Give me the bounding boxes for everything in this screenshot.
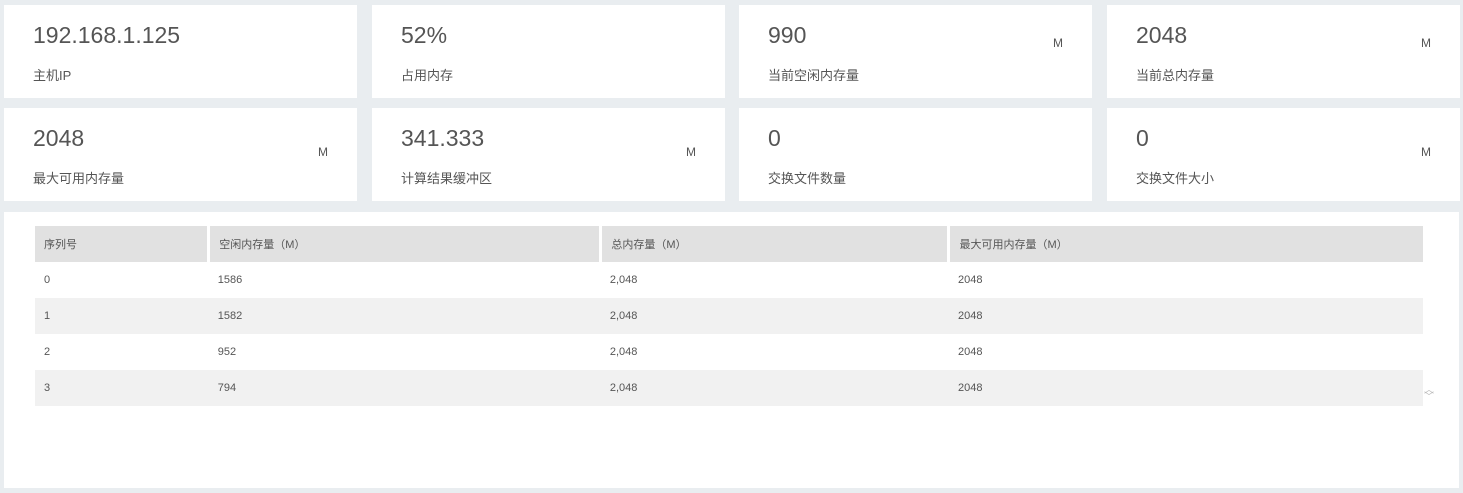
table-cell: 2,048 [609, 274, 638, 286]
stat-card: 52% 占用内存 [372, 5, 725, 98]
stat-value: 0 [768, 125, 781, 151]
stat-label: 主机IP [33, 68, 72, 83]
table-cell: 794 [208, 370, 601, 406]
stat-value: 52% [401, 22, 448, 48]
column-header[interactable]: 最大可用内存量（M） [948, 226, 1423, 262]
stat-value: 341.333 [401, 125, 485, 151]
stat-label: 当前总内存量 [1136, 68, 1215, 83]
stat-unit: M [1421, 145, 1431, 159]
stat-value: 2048 [1136, 22, 1188, 48]
column-header[interactable]: 序列号 [35, 226, 211, 262]
memory-table: 序列号 空闲内存量（M） 总内存量（M） 最大可用内存量（M） 0 1586 2,0… [35, 226, 1423, 406]
stat-label: 占用内存 [401, 68, 454, 83]
stat-label: 交换文件大小 [1136, 171, 1215, 186]
stat-label: 当前空闲内存量 [768, 68, 860, 83]
stat-label: 计算结果缓冲区 [401, 171, 493, 186]
stat-card: 192.168.1.125 主机IP [4, 5, 357, 98]
stat-unit: M [1421, 36, 1431, 50]
table-cell: 2048 [948, 370, 1423, 406]
stat-value: 2048 [33, 125, 85, 151]
memory-table-panel: 序列号 空闲内存量（M） 总内存量（M） 最大可用内存量（M） 0 1586 2,0… [4, 212, 1459, 488]
table-cell: 0 [44, 274, 51, 286]
stat-label: 交换文件数量 [768, 171, 847, 186]
stat-card: 2048 最大可用内存量 M [4, 108, 357, 201]
table-header-row: 序列号 空闲内存量（M） 总内存量（M） 最大可用内存量（M） [35, 226, 1423, 262]
stat-value: 0 [1136, 125, 1149, 151]
table-cell: 2,048 [609, 346, 638, 358]
table-cell: 2048 [957, 274, 983, 286]
table-cell: 1586 [217, 274, 243, 286]
table-cell: 1 [35, 298, 209, 334]
table-row[interactable]: 1 1582 2,048 2048 [35, 298, 1423, 334]
stat-unit: M [1053, 36, 1063, 50]
stat-card: 0 交换文件大小 M [1107, 108, 1460, 201]
stat-card: 2048 当前总内存量 M [1107, 5, 1460, 98]
table-cell: 2 [44, 346, 51, 358]
table-cell: 2048 [957, 346, 983, 358]
table-cell: 1582 [208, 298, 601, 334]
table-cell: 952 [217, 346, 237, 358]
column-header[interactable]: 总内存量（M） [600, 226, 951, 262]
stat-unit: M [686, 145, 696, 159]
table-cell: 3 [35, 370, 209, 406]
stat-unit: M [318, 145, 328, 159]
stat-value: 990 [768, 22, 807, 48]
table-cell: 2048 [948, 298, 1423, 334]
sort-arrows-icon[interactable]: ︿ ﹀ [1424, 385, 1434, 403]
column-header[interactable]: 空闲内存量（M） [208, 226, 603, 262]
table-cell: 2,048 [600, 370, 949, 406]
stat-card: 0 交换文件数量 [739, 108, 1092, 201]
stat-card: 990 当前空闲内存量 M [739, 5, 1092, 98]
table-row[interactable]: 3 794 2,048 2048 [35, 370, 1423, 406]
table-row[interactable]: 2 952 2,048 2048 [35, 334, 1423, 370]
stat-card: 341.333 计算结果缓冲区 M [372, 108, 725, 201]
table-row[interactable]: 0 1586 2,048 2048 [35, 262, 1423, 298]
stat-value: 192.168.1.125 [33, 22, 181, 48]
stat-label: 最大可用内存量 [33, 171, 125, 186]
table-cell: 2,048 [600, 298, 949, 334]
